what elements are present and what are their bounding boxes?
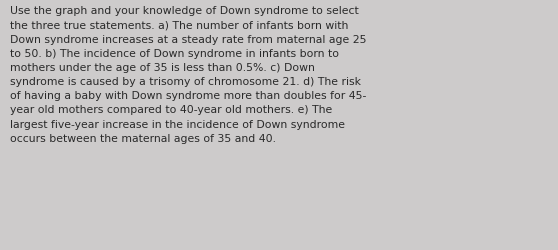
Text: Use the graph and your knowledge of Down syndrome to select
the three true state: Use the graph and your knowledge of Down… — [10, 6, 367, 143]
